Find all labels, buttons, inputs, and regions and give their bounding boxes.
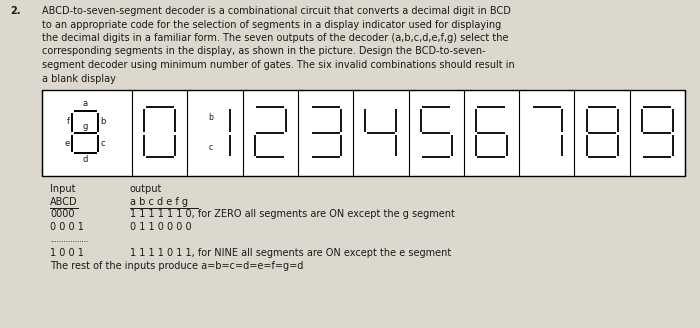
Text: segment decoder using minimum number of gates. The six invalid combinations shou: segment decoder using minimum number of …: [42, 60, 514, 70]
Text: g: g: [83, 122, 88, 131]
Text: b: b: [100, 117, 106, 127]
Text: ABCD: ABCD: [50, 197, 78, 207]
Text: 0000: 0000: [50, 209, 74, 219]
Text: f: f: [67, 117, 70, 127]
Text: a: a: [83, 99, 88, 108]
Text: b: b: [209, 113, 214, 122]
Text: 0 0 0 1: 0 0 0 1: [50, 222, 84, 232]
Text: a b c d e f g: a b c d e f g: [130, 197, 188, 207]
Text: d: d: [83, 155, 88, 164]
Text: ABCD-to-seven-segment decoder is a combinational circuit that converts a decimal: ABCD-to-seven-segment decoder is a combi…: [42, 6, 511, 16]
Text: c: c: [100, 138, 105, 148]
Text: 1 1 1 1 1 1 0, for ZERO all segments are ON except the g segment: 1 1 1 1 1 1 0, for ZERO all segments are…: [130, 209, 455, 219]
Text: to an appropriate code for the selection of segments in a display indicator used: to an appropriate code for the selection…: [42, 19, 501, 30]
Text: The rest of the inputs produce a=b=c=d=e=f=g=d: The rest of the inputs produce a=b=c=d=e…: [50, 261, 303, 271]
Text: a blank display: a blank display: [42, 73, 116, 84]
Text: 2.: 2.: [10, 6, 20, 16]
Bar: [42, 90, 685, 176]
Text: .................: .................: [50, 237, 88, 243]
Text: e: e: [65, 138, 70, 148]
Text: Input: Input: [50, 184, 76, 194]
Text: 0 1 1 0 0 0 0: 0 1 1 0 0 0 0: [130, 222, 192, 232]
Text: corresponding segments in the display, as shown in the picture. Design the BCD-t: corresponding segments in the display, a…: [42, 47, 486, 56]
Text: 1 0 0 1: 1 0 0 1: [50, 248, 84, 258]
Text: c: c: [209, 143, 213, 152]
Text: 1 1 1 1 0 1 1, for NINE all segments are ON except the e segment: 1 1 1 1 0 1 1, for NINE all segments are…: [130, 248, 452, 258]
Text: the decimal digits in a familiar form. The seven outputs of the decoder (a,b,c,d: the decimal digits in a familiar form. T…: [42, 33, 508, 43]
Text: output: output: [130, 184, 162, 194]
